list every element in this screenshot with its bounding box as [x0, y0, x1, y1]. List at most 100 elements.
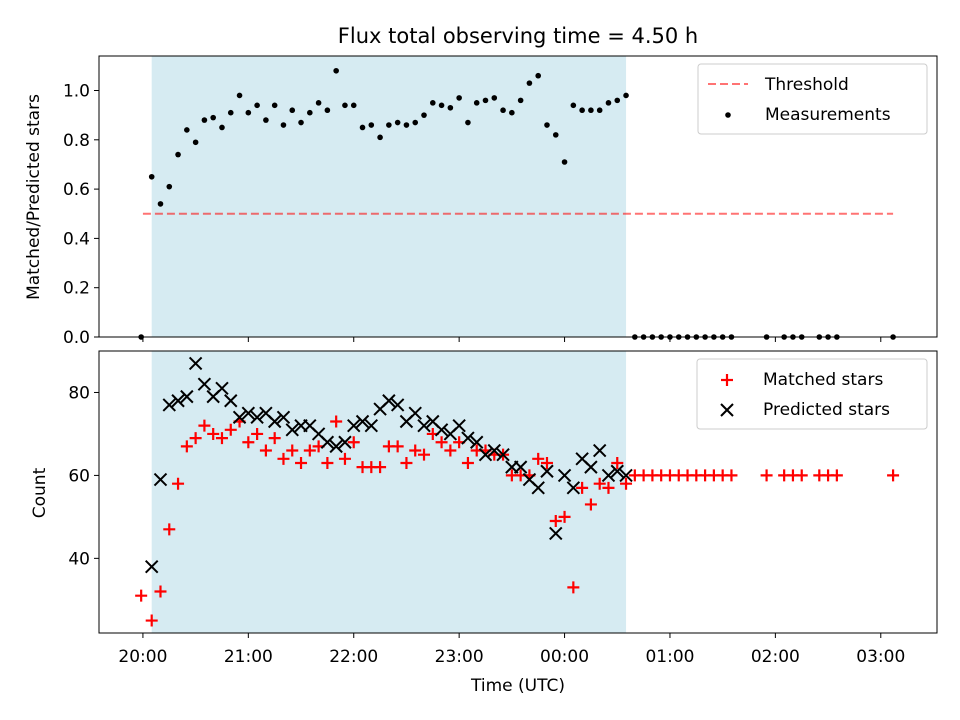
- measurement-point: [386, 122, 392, 128]
- measurement-point: [359, 124, 366, 131]
- matched-point: [295, 456, 308, 469]
- legend-matched-label: Matched stars: [763, 370, 883, 390]
- predicted-point: [382, 394, 396, 408]
- y-tick-label: 60: [68, 466, 90, 486]
- predicted-point: [232, 410, 247, 425]
- measurement-point: [535, 72, 542, 79]
- matched-point: [154, 585, 167, 598]
- predicted-point: [592, 443, 607, 458]
- predicted-point: [162, 398, 176, 412]
- matched-point: [259, 444, 272, 457]
- matched-point: [374, 461, 387, 474]
- measurement-point: [482, 97, 489, 104]
- measurement-point: [588, 107, 594, 114]
- matched-point: [347, 436, 360, 449]
- matched-point: [593, 477, 606, 490]
- measurement-point: [210, 114, 216, 121]
- measurement-point: [227, 109, 234, 116]
- matched-point: [725, 469, 738, 482]
- predicted-point: [417, 418, 431, 433]
- predicted-point: [610, 464, 624, 478]
- matched-point: [444, 444, 457, 457]
- predicted-point: [144, 559, 159, 574]
- predicted-point: [619, 468, 633, 483]
- matched-point: [584, 498, 597, 511]
- measurement-point: [394, 119, 401, 126]
- matched-point: [760, 469, 773, 482]
- matched-point: [224, 423, 237, 436]
- predicted-point: [531, 481, 545, 495]
- measurement-point: [447, 104, 454, 111]
- bottom-y-ticks: 40 60 80: [68, 383, 99, 569]
- y-tick-label: 0.8: [63, 131, 90, 151]
- matched-point: [321, 456, 334, 469]
- measurement-point: [412, 119, 419, 126]
- legend-matched-swatch: [721, 374, 733, 386]
- top-y-ticks: 0.0 0.2 0.4 0.6 0.8 1.0: [63, 82, 99, 348]
- predicted-point: [197, 377, 212, 391]
- y-tick-label: 80: [68, 383, 90, 403]
- y-tick-label: 40: [68, 549, 90, 569]
- matched-point: [251, 427, 264, 440]
- predicted-point: [540, 464, 554, 478]
- measurement-point: [236, 92, 243, 99]
- bottom-legend-box: [696, 358, 928, 430]
- measurement-point: [614, 97, 621, 104]
- measurement-point: [552, 132, 559, 138]
- matched-point: [189, 432, 202, 445]
- predicted-point: [408, 406, 422, 420]
- predicted-point: [224, 394, 238, 408]
- y-tick-label: 1.0: [63, 82, 90, 102]
- predicted-point: [461, 431, 475, 445]
- predicted-point: [584, 460, 598, 474]
- measurement-point: [175, 151, 181, 158]
- bottom-observing-span: [151, 351, 627, 633]
- predicted-point: [338, 435, 352, 449]
- legend-measurements-swatch: [725, 112, 731, 118]
- measurement-point: [342, 102, 348, 109]
- predicted-point: [241, 406, 256, 420]
- top-y-axis-label: Matched/Predicted stars: [24, 94, 44, 300]
- measurement-point: [298, 119, 304, 126]
- predicted-point: [566, 481, 581, 495]
- measurement-point: [184, 127, 190, 133]
- x-tick-label: 03:00: [856, 647, 905, 667]
- matched-point: [172, 477, 185, 490]
- matched-point: [549, 515, 562, 528]
- measurement-point: [315, 100, 322, 106]
- x-tick-label: 20:00: [118, 647, 167, 667]
- measurement-point: [561, 159, 568, 165]
- predicted-point: [478, 447, 493, 462]
- measurement-point: [324, 107, 331, 114]
- predicted-point: [601, 468, 616, 483]
- matched-point: [163, 523, 176, 536]
- y-tick-label: 0.0: [63, 328, 90, 348]
- predicted-stars-series: [144, 356, 633, 574]
- measurement-point: [456, 95, 462, 101]
- x-axis-label: Time (UTC): [470, 676, 565, 696]
- matched-point: [330, 415, 343, 428]
- bottom-y-axis-label: Count: [30, 467, 50, 518]
- measurement-point: [192, 139, 199, 146]
- legend-threshold-label: Threshold: [764, 75, 849, 95]
- measurement-point: [307, 109, 313, 116]
- bottom-panel: 40 60 80 20:00 21:00 22:00 23:00 00:00 01:00 02:…: [30, 350, 938, 696]
- matched-point: [277, 452, 290, 465]
- predicted-point: [188, 356, 203, 371]
- measurement-point: [544, 122, 550, 128]
- x-tick-label: 22:00: [329, 647, 378, 667]
- predicted-point: [364, 418, 379, 433]
- measurement-point: [517, 97, 524, 104]
- x-tick-label: 01:00: [645, 647, 694, 667]
- x-tick-label: 00:00: [540, 647, 589, 667]
- measurement-point: [280, 122, 287, 128]
- top-legend: Threshold Measurements: [697, 63, 928, 135]
- predicted-point: [171, 394, 185, 408]
- measurement-point: [157, 201, 164, 207]
- top-x-ticks: [142, 337, 882, 342]
- y-tick-label: 0.2: [63, 279, 90, 299]
- top-axes-frame: [98, 55, 938, 338]
- measurement-point: [333, 67, 339, 74]
- predicted-point: [513, 460, 528, 474]
- predicted-point: [215, 381, 229, 396]
